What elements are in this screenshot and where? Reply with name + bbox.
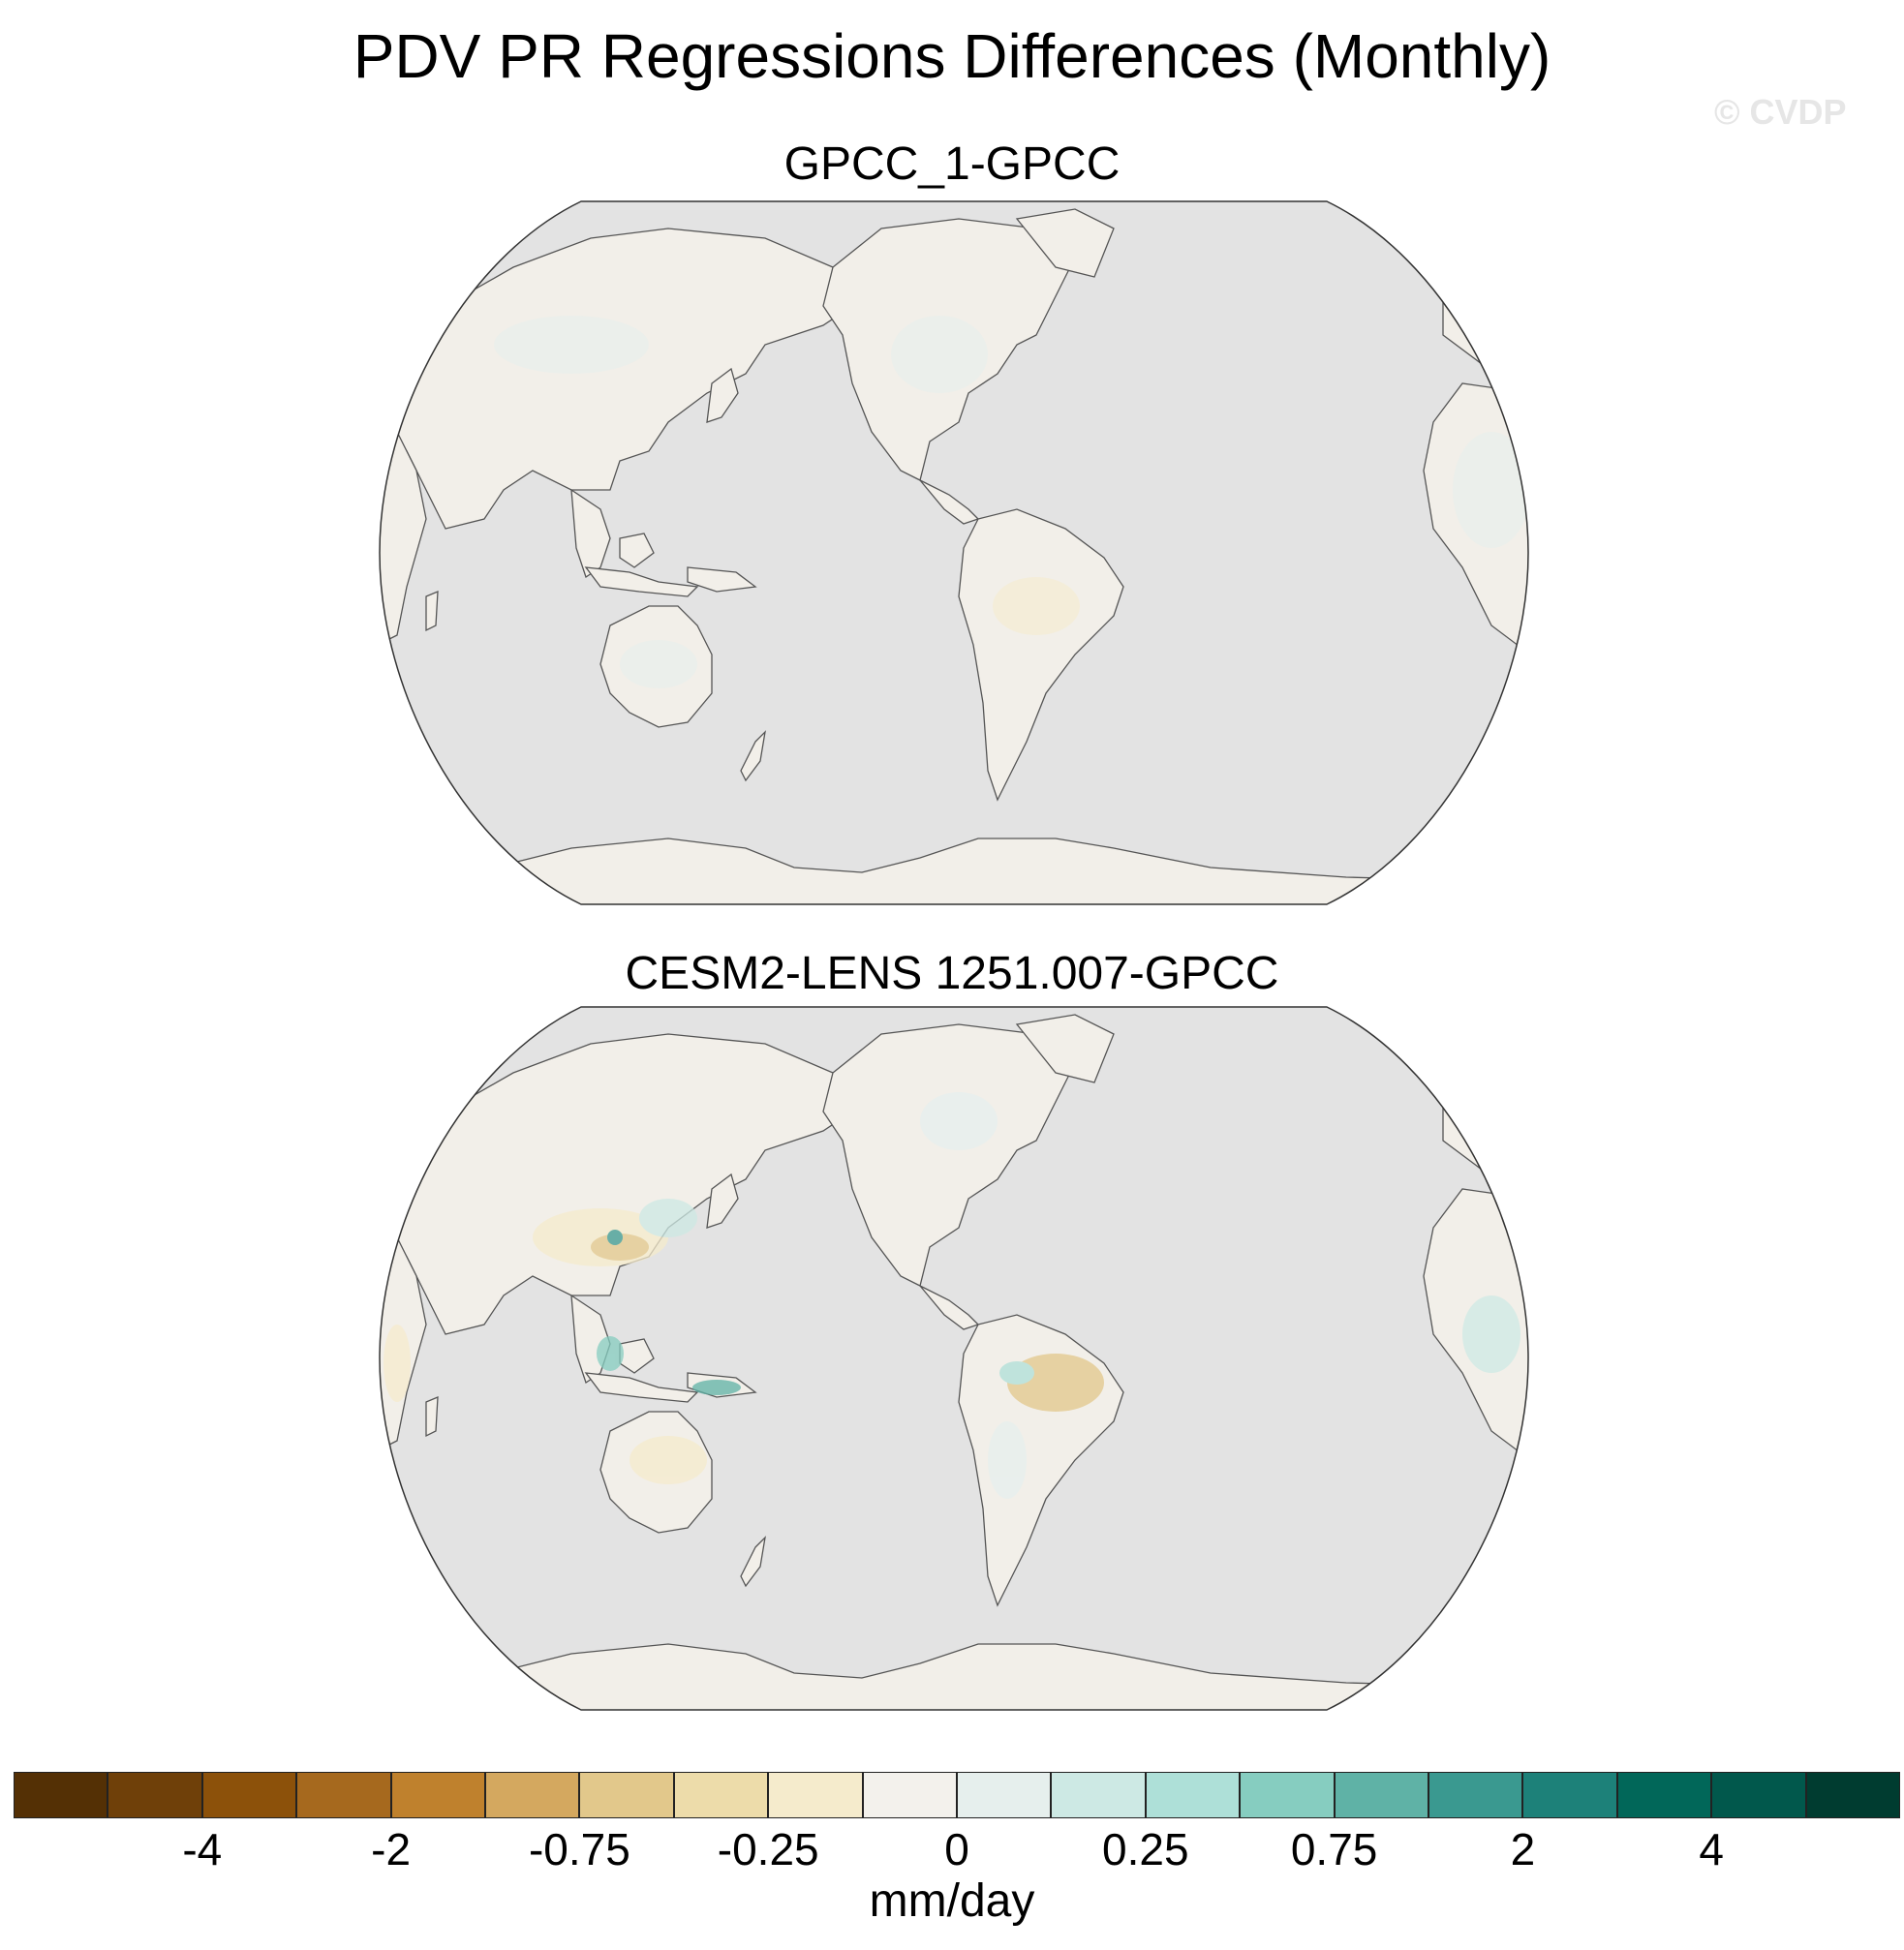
colorbar-box — [1145, 1772, 1241, 1818]
panel-2-map — [379, 1006, 1529, 1711]
anomaly-patches — [494, 316, 1528, 688]
anomaly-patches — [384, 1092, 1520, 1499]
colorbar-box — [1711, 1772, 1806, 1818]
colorbar-box — [390, 1772, 485, 1818]
land-se-asia — [570, 488, 611, 579]
colorbar-box — [673, 1772, 769, 1818]
map-border — [379, 200, 1529, 905]
colorbar-box — [296, 1772, 391, 1818]
colorbar-tick-label: 4 — [1699, 1824, 1724, 1874]
colorbar-units-label: mm/day — [869, 1875, 1035, 1927]
land-madagascar — [425, 591, 439, 632]
land-south-america — [958, 508, 1124, 802]
colorbar-box — [14, 1772, 108, 1818]
panel-2-title: CESM2-LENS 1251.007-GPCC — [625, 948, 1279, 999]
colorbar-box — [485, 1772, 580, 1818]
colorbar-tick-label: -0.25 — [717, 1824, 819, 1874]
colorbar-tick-label: 0 — [944, 1824, 969, 1874]
land-new-zealand — [740, 730, 766, 782]
land-indonesia — [584, 1372, 699, 1403]
colorbar-box — [201, 1772, 297, 1818]
colorbar-box — [1428, 1772, 1523, 1818]
land-eurasia — [386, 228, 883, 530]
colorbar-box — [1051, 1772, 1146, 1818]
colorbar-box — [768, 1772, 863, 1818]
colorbar-box — [862, 1772, 957, 1818]
land-greenland — [1015, 1014, 1115, 1083]
colorbar-box — [1334, 1772, 1428, 1818]
land-indonesia — [584, 566, 699, 597]
land-japan — [706, 1173, 739, 1229]
figure-title: PDV PR Regressions Differences (Monthly) — [353, 21, 1551, 91]
colorbar — [14, 1772, 1900, 1818]
colorbar-box — [1616, 1772, 1712, 1818]
colorbar-tick-label: -4 — [182, 1824, 223, 1874]
land-new-zealand — [740, 1536, 766, 1588]
colorbar-tick-label: 2 — [1510, 1824, 1536, 1874]
colorbar-box — [1522, 1772, 1617, 1818]
colorbar-tick-label: 0.25 — [1102, 1824, 1189, 1874]
land-greenland — [1015, 208, 1115, 278]
colorbar-box — [107, 1772, 202, 1818]
colorbar-tick-label: -2 — [371, 1824, 412, 1874]
colorbar-box — [579, 1772, 674, 1818]
colorbar-tick-label: 0.75 — [1290, 1824, 1378, 1874]
colorbar-box — [1240, 1772, 1335, 1818]
colorbar-box — [957, 1772, 1052, 1818]
cvdp-watermark: © CVDP — [1714, 92, 1847, 132]
panel-1-map — [379, 200, 1529, 905]
map-border — [379, 1006, 1529, 1711]
land-borneo — [619, 533, 655, 568]
land-madagascar — [425, 1396, 439, 1438]
colorbar-tick-label: -0.75 — [528, 1824, 630, 1874]
colorbar-box — [1805, 1772, 1900, 1818]
land-japan — [706, 367, 739, 423]
panel-1-title: GPCC_1-GPCC — [783, 138, 1121, 190]
land-new-guinea — [687, 566, 757, 593]
